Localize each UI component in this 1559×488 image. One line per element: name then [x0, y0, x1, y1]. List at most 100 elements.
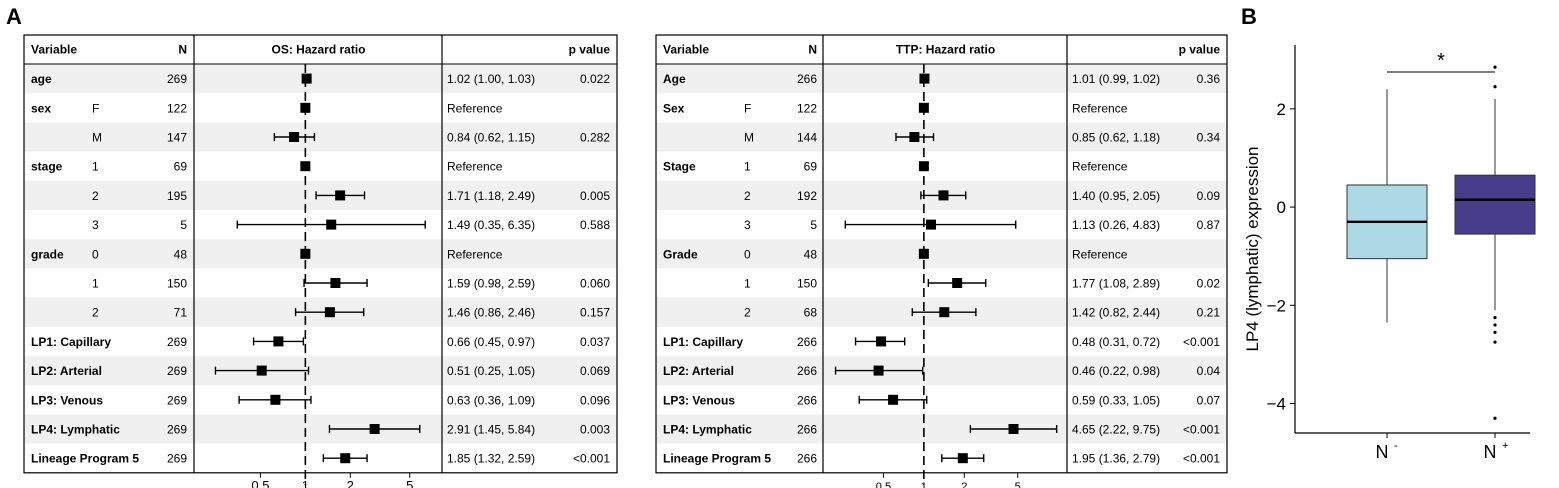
forest-plot-ttp: Variable N TTP: Hazard ratio p value Age 266 1… [655, 34, 1228, 488]
level-label: 3 [744, 218, 751, 232]
box [1454, 174, 1536, 235]
hazard-ratio-point [876, 336, 887, 347]
n-value: 269 [167, 423, 187, 437]
p-value: 0.21 [1197, 306, 1221, 320]
ci-text: Reference [1072, 101, 1128, 115]
ci-text: 1.95 (1.36, 2.79) [1072, 452, 1160, 466]
hazard-ratio-point [301, 73, 312, 84]
variable-label: age [31, 72, 52, 86]
n-value: 195 [167, 189, 187, 203]
n-value: 5 [180, 218, 187, 232]
level-label: F [744, 101, 751, 115]
hazard-ratio-point [300, 248, 311, 259]
variable-label: LP2: Arterial [663, 364, 734, 378]
variable-label: LP2: Arterial [31, 364, 102, 378]
ci-text: 0.85 (0.62, 1.18) [1072, 131, 1160, 145]
x-tick-label: N [1376, 442, 1389, 462]
x-tick-label: 2 [961, 481, 967, 488]
n-value: 269 [167, 364, 187, 378]
level-label: 0 [744, 247, 751, 261]
variable-label: LP1: Capillary [663, 335, 743, 349]
n-value: 269 [167, 452, 187, 466]
level-label: 1 [744, 277, 751, 291]
ci-text: 1.42 (0.82, 2.44) [1072, 306, 1160, 320]
x-tick-label: 0.5 [251, 478, 269, 488]
x-tick-label: 5 [1015, 481, 1021, 488]
hazard-ratio-point [957, 453, 968, 464]
level-label: M [744, 131, 754, 145]
ci-text: 0.66 (0.45, 0.97) [447, 335, 535, 349]
table-frame [655, 34, 1228, 474]
p-value: 0.005 [580, 189, 610, 203]
hazard-ratio-point [919, 73, 930, 84]
header-p-value: p value [569, 43, 611, 57]
hazard-ratio-point [273, 336, 284, 347]
hazard-ratio-point [300, 161, 311, 172]
ci-text: 1.85 (1.32, 2.59) [447, 452, 535, 466]
ci-text: 1.13 (0.26, 4.83) [1072, 218, 1160, 232]
hazard-ratio-point [918, 102, 929, 113]
header-hazard-ratio: OS: Hazard ratio [271, 43, 365, 57]
p-value: 0.07 [1197, 393, 1221, 407]
row-band [24, 356, 617, 386]
n-value: 192 [797, 189, 817, 203]
hazard-ratio-point [256, 365, 267, 376]
hazard-ratio-point [939, 307, 950, 318]
n-value: 269 [167, 335, 187, 349]
ci-text: 2.91 (1.45, 5.84) [447, 423, 535, 437]
p-value: <0.001 [1183, 452, 1220, 466]
outlier-point [1493, 85, 1497, 89]
hazard-ratio-point [925, 219, 936, 230]
n-value: 150 [167, 277, 187, 291]
p-value: <0.001 [573, 452, 610, 466]
p-value: 0.003 [580, 423, 610, 437]
header-n: N [808, 43, 817, 57]
ci-text: 1.77 (1.08, 2.89) [1072, 277, 1160, 291]
hazard-ratio-point [888, 394, 899, 405]
hazard-ratio-point [324, 307, 335, 318]
level-label: 1 [92, 160, 99, 174]
outlier-point [1493, 323, 1497, 327]
p-value: 0.096 [580, 393, 610, 407]
ci-text: 1.46 (0.86, 2.46) [447, 306, 535, 320]
variable-label: Lineage Program 5 [663, 452, 771, 466]
variable-label: LP1: Capillary [31, 335, 111, 349]
x-tick-label: 1 [302, 478, 309, 488]
variable-label: Grade [663, 247, 698, 261]
ci-text: 0.48 (0.31, 0.72) [1072, 335, 1160, 349]
p-value: 0.282 [580, 131, 610, 145]
level-label: M [92, 131, 102, 145]
p-value: 0.87 [1197, 218, 1221, 232]
p-value: 0.04 [1197, 364, 1221, 378]
x-tick-superscript: + [1502, 440, 1508, 452]
n-value: 5 [810, 218, 817, 232]
n-value: 266 [797, 364, 817, 378]
variable-label: Lineage Program 5 [31, 452, 139, 466]
variable-label: stage [31, 160, 63, 174]
n-value: 122 [797, 101, 817, 115]
ci-text: 0.84 (0.62, 1.15) [447, 131, 535, 145]
n-value: 150 [797, 277, 817, 291]
hazard-ratio-point [335, 190, 346, 201]
ci-text: 1.01 (0.99, 1.02) [1072, 72, 1160, 86]
hazard-ratio-point [918, 161, 929, 172]
n-value: 266 [797, 393, 817, 407]
ci-text: Reference [1072, 160, 1128, 174]
level-label: 2 [92, 306, 99, 320]
n-value: 266 [797, 423, 817, 437]
ci-text: Reference [1072, 247, 1128, 261]
level-label: 2 [744, 189, 751, 203]
level-label: 0 [92, 247, 99, 261]
ci-text: 4.65 (2.22, 9.75) [1072, 423, 1160, 437]
level-label: 3 [92, 218, 99, 232]
panel-label-b: B [1241, 4, 1257, 29]
hazard-ratio-point [369, 424, 380, 434]
significance-star: * [1437, 50, 1445, 72]
p-value: 0.34 [1197, 131, 1221, 145]
ci-text: Reference [447, 247, 503, 261]
p-value: 0.36 [1197, 72, 1221, 86]
y-tick-label: −2 [1267, 296, 1286, 315]
